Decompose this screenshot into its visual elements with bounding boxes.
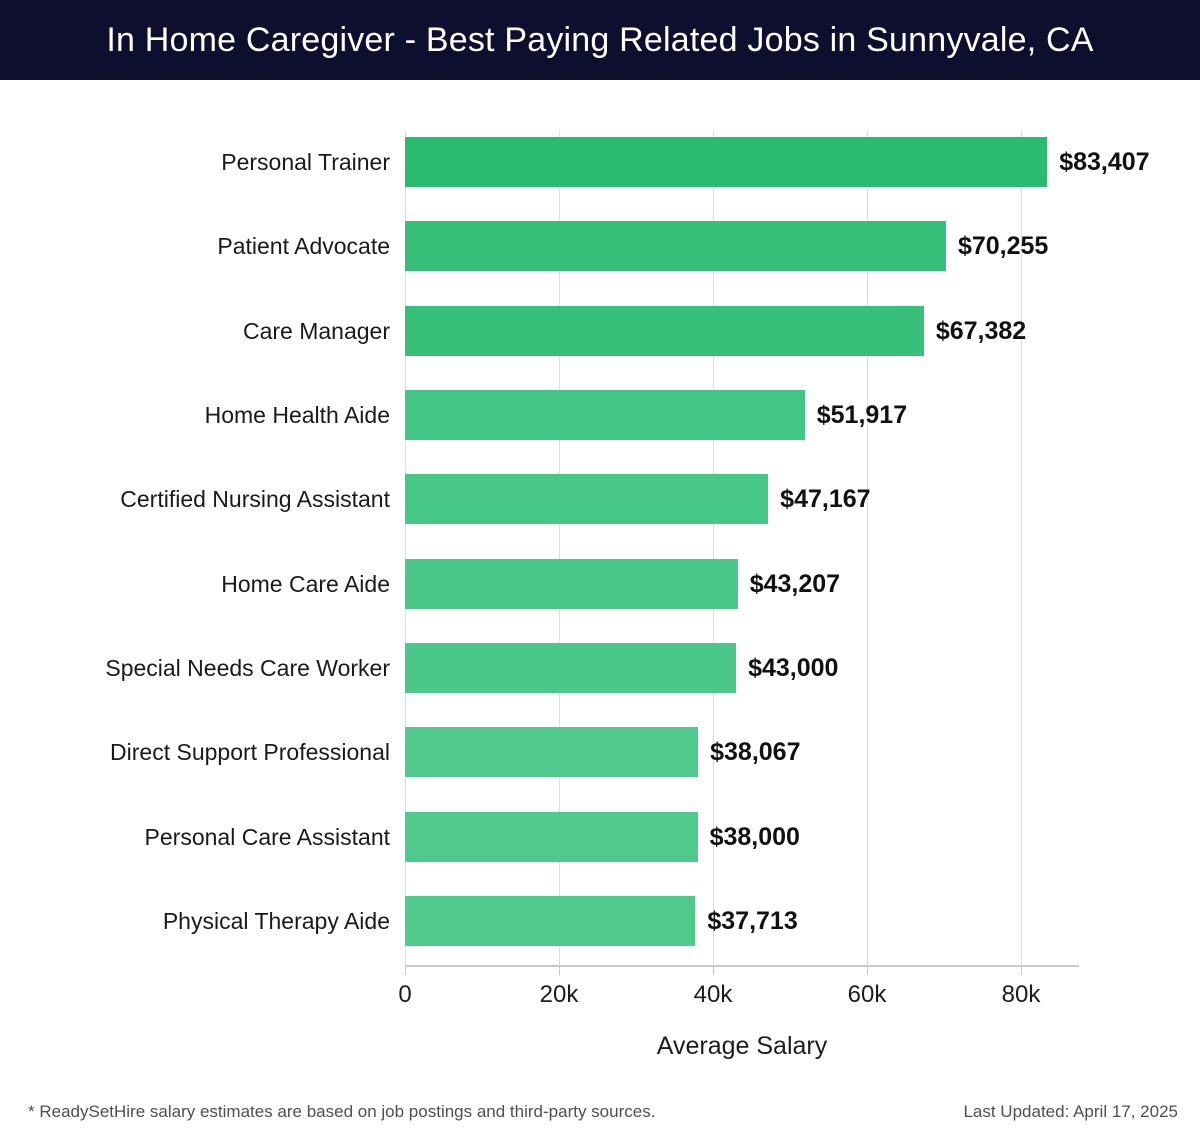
bar-personal-trainer <box>405 137 1048 187</box>
bar-home-care-aide <box>405 558 738 609</box>
gridline-40k <box>713 130 714 965</box>
bar-personal-care-assistant <box>405 811 698 862</box>
bar-patient-advocate <box>405 221 946 272</box>
bar-direct-support-professional <box>405 727 699 778</box>
value-label: $70,255 <box>957 232 1049 261</box>
value-label: $38,000 <box>709 822 800 851</box>
header-bar: In Home Caregiver - Best Paying Related … <box>0 0 1200 80</box>
category-label: Personal Trainer <box>221 149 390 175</box>
tick-mark-80k <box>1021 966 1022 975</box>
value-label: $51,917 <box>816 400 908 429</box>
tick-label-60k: 60k <box>847 981 887 1008</box>
x-axis-title: Average Salary <box>656 1032 828 1060</box>
value-label: $67,382 <box>935 316 1027 345</box>
gridline-20k <box>559 130 560 965</box>
last-updated-label: Last Updated: April 17, 2025 <box>963 1102 1178 1121</box>
category-label: Certified Nursing Assistant <box>120 486 390 513</box>
tick-mark-0 <box>405 966 406 975</box>
category-label: Physical Therapy Aide <box>162 907 390 934</box>
category-label: Direct Support Professional <box>110 739 390 766</box>
value-label: $47,167 <box>780 485 871 514</box>
tick-label-0: 0 <box>398 981 412 1008</box>
gridline-0 <box>405 130 406 965</box>
tick-mark-60k <box>867 966 868 975</box>
value-label: $37,713 <box>707 906 798 935</box>
category-label: Home Health Aide <box>204 401 390 428</box>
value-label: $83,407 <box>1059 148 1150 176</box>
category-label: Care Manager <box>242 317 390 344</box>
category-label: Home Care Aide <box>221 570 390 597</box>
gridline-60k <box>867 130 868 965</box>
value-label: $38,067 <box>710 738 801 767</box>
bar-care-manager <box>405 305 924 356</box>
tick-mark-40k <box>713 966 714 975</box>
plot-area: $83,407 $70,255 $67,382 $51,917 $47,167 $43,2… <box>405 130 1150 967</box>
page-title: In Home Caregiver - Best Paying Related … <box>106 20 1094 59</box>
tick-label-40k: 40k <box>693 981 733 1008</box>
bar-special-needs-care-worker <box>405 642 737 693</box>
source-footnote: * ReadySetHire salary estimates are base… <box>28 1102 656 1121</box>
category-label: Patient Advocate <box>217 233 390 260</box>
category-label: Special Needs Care Worker <box>105 654 390 681</box>
tick-label-80k: 80k <box>1001 981 1041 1008</box>
bar-home-health-aide <box>405 389 805 440</box>
value-label: $43,000 <box>748 653 839 682</box>
value-label: $43,207 <box>749 569 841 598</box>
bar-certified-nursing-assistant <box>405 474 769 525</box>
bar-physical-therapy-aide <box>405 895 696 946</box>
gridline-80k <box>1021 130 1022 965</box>
category-label: Personal Care Assistant <box>144 823 390 850</box>
tick-mark-20k <box>559 966 560 975</box>
tick-label-20k: 20k <box>539 981 579 1008</box>
